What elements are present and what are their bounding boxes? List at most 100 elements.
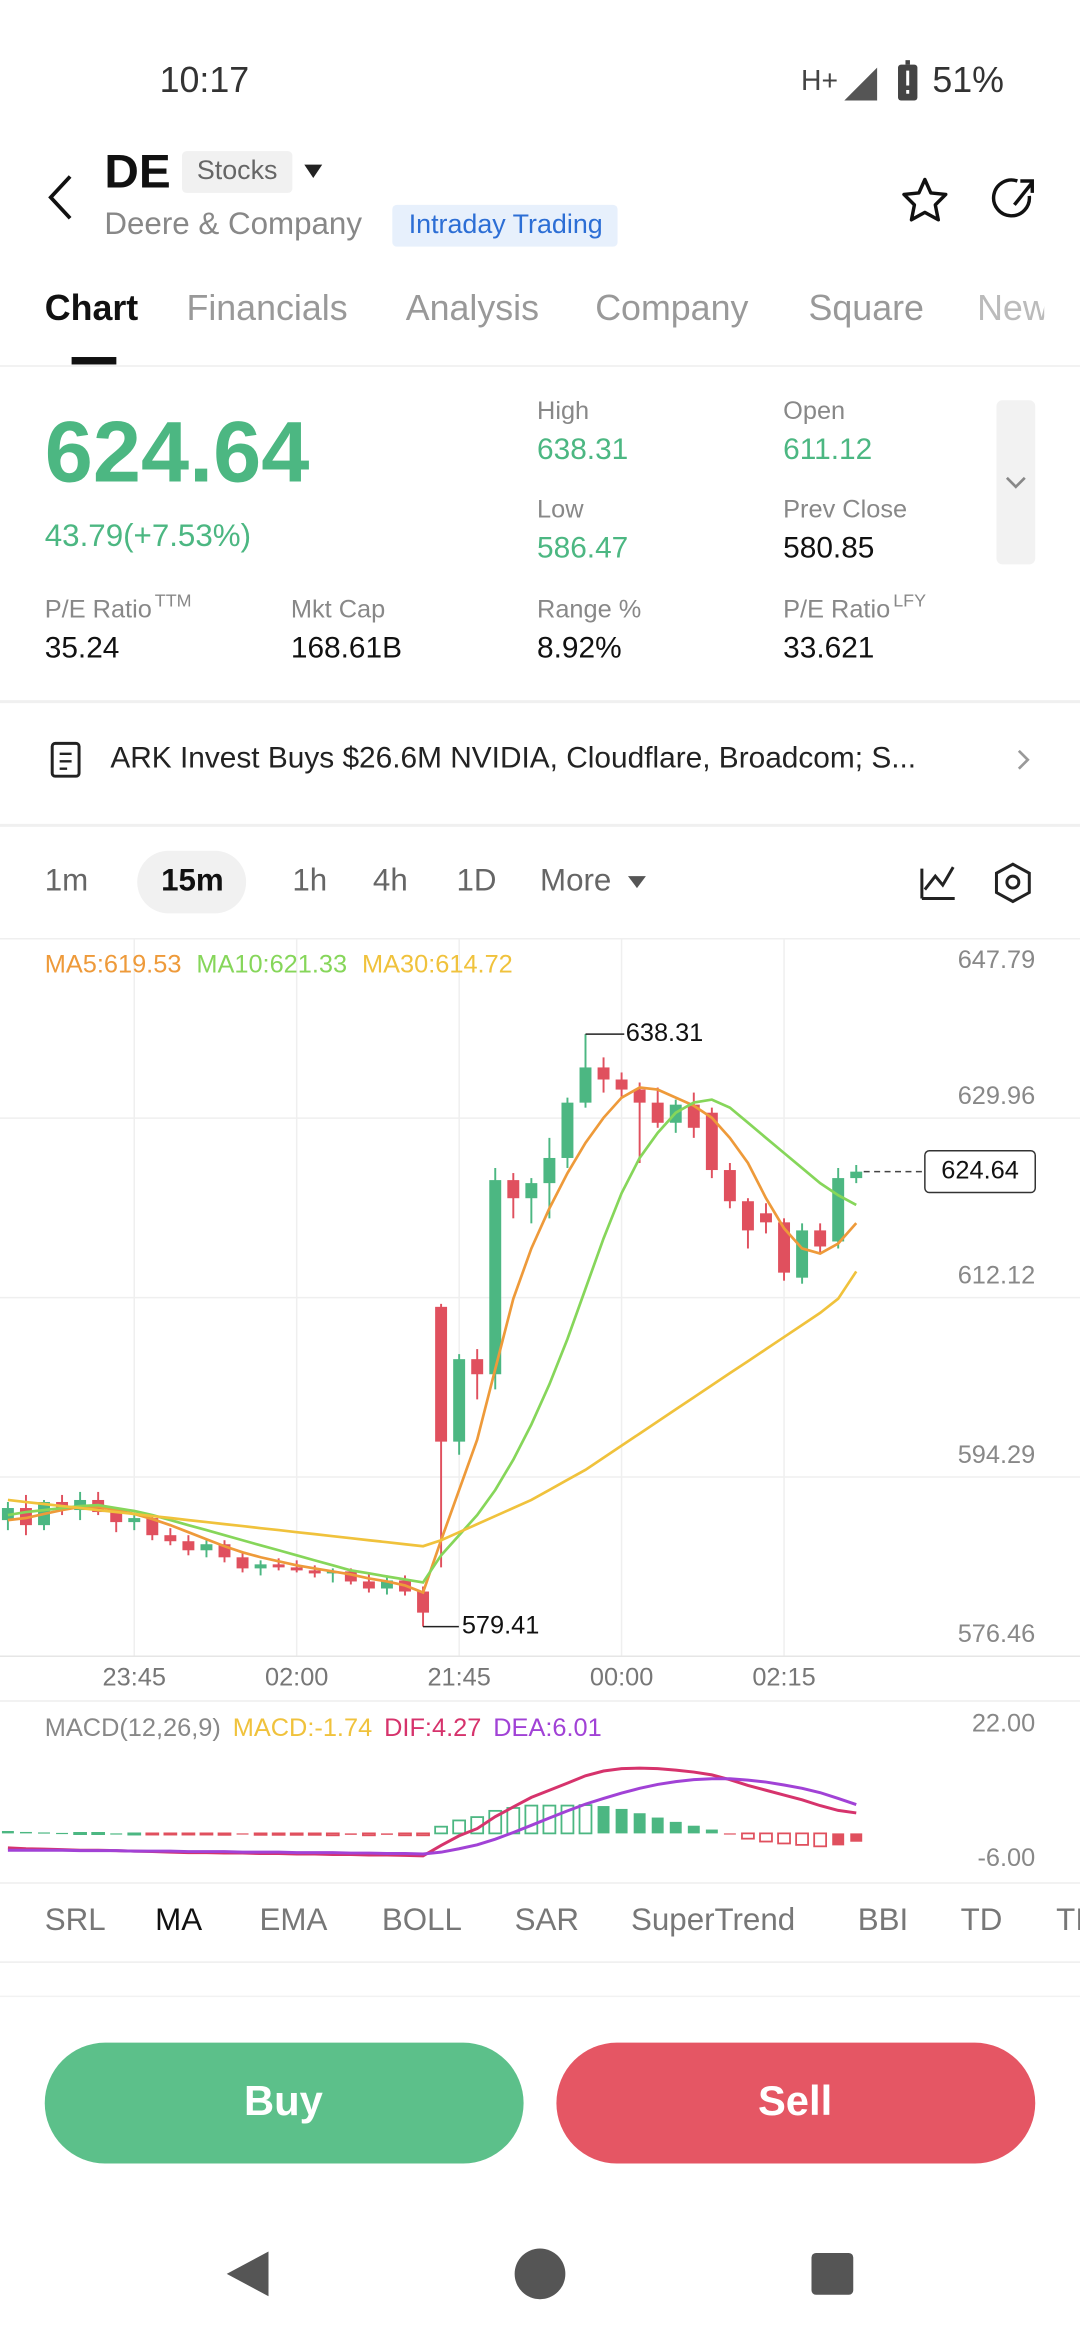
x-tick-label: 21:45 — [427, 1663, 490, 1691]
macd-bar — [380, 1833, 393, 1835]
stat-label-text: P/E Ratio — [783, 595, 890, 623]
price-chart: 576.46 594.29 612.12 629.96 647.79 MA5:619.53… — [0, 938, 1080, 1658]
last-price-box — [924, 1150, 1036, 1194]
stat-value: 35.24 — [45, 631, 120, 664]
more-dropdown[interactable] — [628, 876, 646, 889]
candle-body — [507, 1180, 520, 1199]
macd-bar — [344, 1833, 357, 1835]
x-tick-label: 02:15 — [752, 1663, 815, 1691]
tab[interactable]: Chart — [45, 288, 139, 328]
sell-button[interactable] — [556, 2042, 1036, 2164]
stat-value: 638.31 — [537, 433, 628, 466]
stat-value: 580.85 — [783, 531, 874, 564]
candle-body — [128, 1518, 141, 1523]
sell-label: Sell — [758, 2077, 832, 2124]
indicator-button[interactable] — [920, 866, 955, 901]
tab[interactable]: Analysis — [406, 288, 539, 328]
high-label: 638.31 — [626, 1019, 704, 1047]
macd-bar — [651, 1817, 664, 1834]
macd-bar — [850, 1833, 863, 1842]
macd-legend: MACD(12,26,9) — [45, 1714, 221, 1742]
news-headline[interactable]: ARK Invest Buys $26.6M NVIDIA, Cloudflar… — [110, 742, 916, 775]
nav-back[interactable] — [226, 2251, 269, 2297]
settings-button[interactable] — [994, 862, 1031, 904]
macd-bar — [362, 1832, 376, 1837]
status-network: H+ — [801, 65, 838, 97]
tab[interactable]: Company — [595, 288, 748, 328]
last-price-label: 624.64 — [941, 1156, 1019, 1184]
last-price: 624.64 — [45, 404, 310, 500]
macd-bar — [741, 1832, 755, 1840]
tab[interactable]: Square — [809, 288, 924, 328]
macd-bar — [832, 1833, 845, 1846]
stat-label: Open — [783, 397, 845, 425]
period[interactable]: More — [540, 862, 611, 897]
tag-bg — [392, 204, 618, 247]
candle-body — [741, 1201, 754, 1231]
indicator[interactable]: SuperTrend — [631, 1902, 795, 1937]
ma-legend: MA10:621.33 — [196, 950, 347, 978]
price-change: 43.79(+7.53%) — [45, 518, 251, 553]
indicator[interactable]: SAR — [515, 1902, 579, 1937]
badge[interactable]: Stocks — [197, 155, 278, 185]
indicator[interactable]: EMA — [260, 1902, 328, 1937]
symbol: DE — [104, 146, 170, 199]
tab[interactable]: Financials — [186, 288, 347, 328]
stat-label-text: Mkt Cap — [291, 595, 385, 623]
macd-legend: MACD:-1.74 — [233, 1714, 372, 1742]
indicator[interactable]: BOLL — [382, 1902, 462, 1937]
indicator[interactable]: MA — [155, 1902, 202, 1937]
stat-label: Prev Close — [783, 495, 907, 523]
ma-legend: MA30:614.72 — [362, 950, 513, 978]
candle-body — [778, 1222, 791, 1273]
macd-bar — [56, 1832, 69, 1835]
macd-chart: -6.00 22.00 MACD(12,26,9) MACD:-1.74 DIF:4.2… — [1, 1710, 1035, 1872]
tab[interactable]: News — [977, 288, 1067, 328]
candle-body — [796, 1230, 809, 1278]
candle-body — [417, 1591, 430, 1613]
back-button[interactable] — [48, 175, 72, 220]
indicator[interactable]: BBI — [858, 1902, 908, 1937]
candle-body — [705, 1112, 718, 1171]
period[interactable]: 1m — [45, 862, 89, 897]
macd-bar — [687, 1825, 700, 1834]
buy-label: Buy — [244, 2077, 323, 2124]
battery-alert-dot — [906, 90, 910, 94]
buy-button[interactable] — [44, 2042, 524, 2164]
favorite-button[interactable] — [902, 177, 948, 222]
period[interactable]: 1D — [456, 862, 496, 897]
candle-body — [344, 1571, 357, 1582]
macd-bar — [163, 1832, 178, 1836]
y-tick-label: 594.29 — [958, 1441, 1036, 1469]
macd-bar — [813, 1832, 828, 1848]
indicator[interactable]: SRL — [45, 1902, 106, 1937]
expand-button[interactable] — [996, 400, 1036, 565]
ma-line — [7, 1086, 858, 1595]
share-button[interactable] — [991, 178, 1034, 218]
badge-dropdown[interactable] — [304, 164, 323, 179]
period-bar: 1m 15m 1h 4h 1D More — [45, 862, 612, 897]
candle-body — [19, 1508, 32, 1526]
nav-home[interactable] — [514, 2248, 566, 2300]
macd-bar — [181, 1832, 196, 1836]
period[interactable]: 15m — [161, 862, 224, 897]
stat-label: Range % — [537, 595, 641, 623]
candle-body — [633, 1089, 646, 1103]
candle-body — [489, 1180, 502, 1375]
macd-bar — [38, 1832, 50, 1834]
stat-value: 168.61B — [291, 631, 402, 664]
stat-label-text: High — [537, 397, 589, 425]
indicator[interactable]: TD — [961, 1902, 1003, 1937]
indicator[interactable]: TI — [1056, 1902, 1080, 1937]
badge-bg — [181, 151, 293, 193]
macd-bar — [759, 1832, 773, 1843]
period[interactable]: 4h — [373, 862, 408, 897]
stats: High 638.31 Open 611.12 Low 586.47 Prev Close 5… — [45, 397, 926, 664]
macd-bar — [560, 1804, 575, 1835]
macd-legend: DEA:6.01 — [493, 1714, 601, 1742]
y-tick-label: 22.00 — [972, 1710, 1035, 1738]
period[interactable]: 1h — [292, 862, 327, 897]
nav-recents[interactable] — [811, 2252, 854, 2295]
macd-bar — [723, 1833, 736, 1835]
